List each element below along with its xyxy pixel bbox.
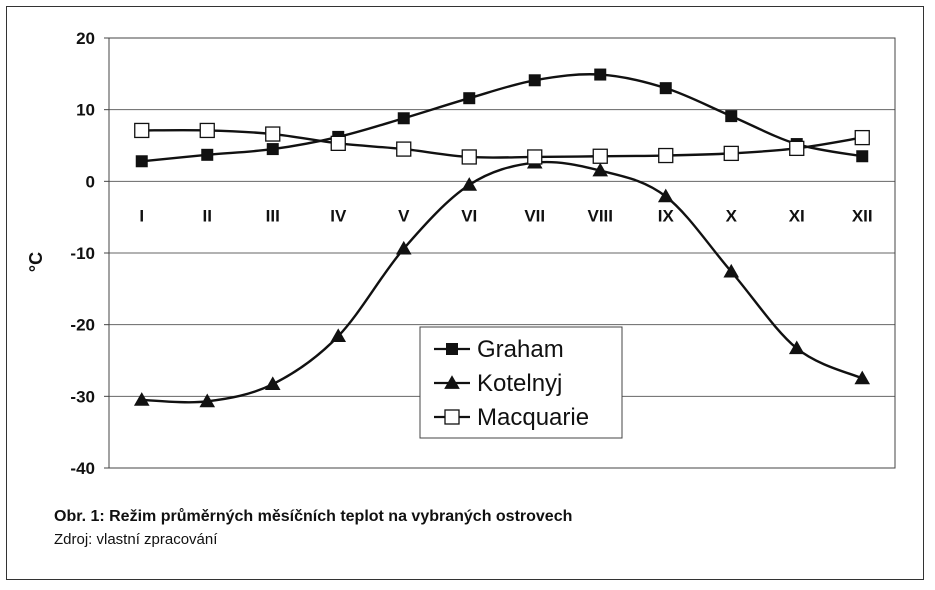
data-point-triangle: [854, 370, 871, 385]
data-point-square: [725, 110, 738, 123]
legend-label: Kotelnyj: [477, 370, 562, 397]
legend-entry-graham: Graham: [434, 336, 564, 363]
data-point-triangle: [788, 340, 805, 355]
data-point-square: [528, 74, 541, 87]
x-tick-label: V: [398, 206, 410, 225]
series-line: [141, 128, 863, 159]
x-tick-label: II: [203, 206, 212, 225]
data-point-square: [594, 68, 607, 81]
x-tick-label: VII: [524, 206, 545, 225]
data-point-square: [446, 343, 458, 355]
x-tick-label: III: [266, 206, 280, 225]
data-point-open-square: [396, 141, 412, 157]
figure-caption-title: Obr. 1: Režim průměrných měsíčních teplo…: [54, 508, 573, 525]
data-point-triangle: [264, 376, 281, 390]
data-point-open-square: [854, 129, 870, 146]
data-point-square: [201, 148, 214, 161]
x-tick-label: IV: [330, 206, 347, 225]
data-point-open-square: [592, 148, 608, 164]
data-point-open-square: [723, 145, 739, 162]
data-point-open-square: [789, 140, 805, 157]
data-point-open-square: [134, 122, 150, 139]
x-tick-label: VIII: [587, 206, 613, 225]
x-tick-label: X: [726, 206, 738, 225]
series-line: [141, 73, 863, 163]
data-point-open-square: [527, 149, 543, 165]
x-tick-label: VI: [461, 206, 477, 225]
data-point-open-square: [461, 149, 477, 165]
y-tick-label: -20: [70, 316, 95, 335]
legend-label: Macquarie: [477, 404, 589, 431]
data-point-open-square: [199, 122, 215, 139]
x-tick-label: XI: [789, 206, 805, 225]
legend-label: Graham: [477, 336, 564, 363]
y-tick-label: -40: [70, 459, 95, 478]
x-tick-label: I: [139, 206, 144, 225]
data-point-open-square: [330, 135, 346, 152]
legend-entry-macquarie: Macquarie: [434, 404, 589, 431]
data-point-square: [135, 155, 148, 168]
x-tick-label: IX: [658, 206, 675, 225]
y-tick-label: -30: [70, 387, 95, 406]
y-tick-label: 10: [76, 101, 95, 120]
data-point-triangle: [657, 188, 674, 203]
data-point-triangle: [723, 263, 740, 278]
y-tick-label: 0: [86, 172, 95, 191]
y-axis-label: °C: [26, 252, 46, 272]
legend: Graham Kotelnyj Macquarie: [419, 326, 623, 439]
data-point-square: [397, 112, 410, 125]
data-point-open-square: [658, 147, 674, 164]
data-point-square: [856, 150, 869, 163]
y-tick-labels: 20 10 0 -10 -20 -30 -40: [70, 29, 95, 478]
y-tick-label: -10: [70, 244, 95, 263]
data-point-triangle: [330, 328, 347, 342]
x-tick-label: XII: [852, 206, 873, 225]
y-tick-label: 20: [76, 29, 95, 48]
data-point-triangle: [133, 392, 150, 406]
data-point-triangle: [461, 177, 478, 191]
data-point-square: [266, 143, 279, 156]
data-point-triangle: [444, 375, 460, 389]
figure-caption-source: Zdroj: vlastní zpracování: [54, 531, 218, 548]
data-point-open-square: [444, 409, 460, 425]
data-point-triangle: [592, 162, 609, 177]
data-point-square: [463, 92, 476, 105]
legend-entry-kotelnyj: Kotelnyj: [434, 370, 562, 397]
series-macquarie: [134, 122, 870, 165]
series-layer: [133, 68, 871, 408]
data-point-open-square: [265, 126, 281, 142]
data-point-triangle: [199, 393, 216, 408]
data-point-triangle: [395, 240, 412, 255]
x-tick-labels: I II III IV V VI VII VIII IX X XI XII: [139, 206, 872, 225]
data-point-square: [659, 82, 672, 95]
